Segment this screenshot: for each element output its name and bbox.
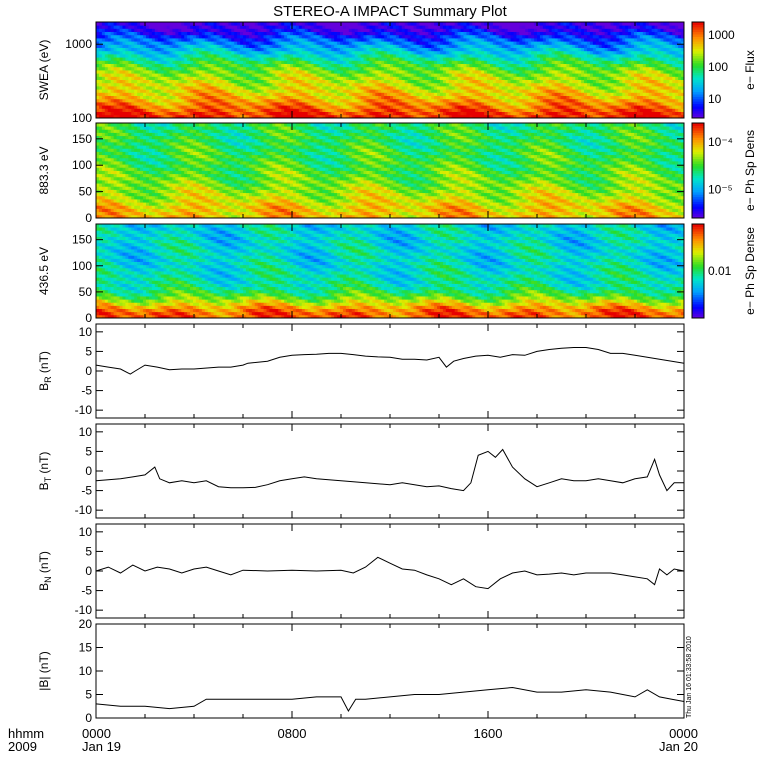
y-tick-label: -5 — [81, 384, 92, 398]
panel-2: 10⁻⁵ 10⁻⁴ e− Ph Sp Dens 0 50 100 150 883.3 eV — [37, 122, 757, 225]
y-tick-label: 5 — [85, 444, 92, 458]
panel-5: -10 -5 0 5 10 BT (nT) — [37, 423, 685, 519]
x-tick-label: 0000 — [669, 726, 698, 741]
panel-7: 0 5 10 15 20 |B| (nT) — [37, 617, 685, 725]
x-tick-label: 0800 — [278, 726, 307, 741]
panel-frame — [95, 523, 685, 619]
y-tick-label: -10 — [75, 503, 93, 517]
x-tick-label: 0000 — [82, 726, 111, 741]
colorbar-tick-label: 10 — [708, 92, 722, 106]
y-tick-label: 0 — [85, 464, 92, 478]
y-tick-label: 20 — [79, 617, 93, 631]
y-tick-label: 100 — [72, 158, 92, 172]
y-tick-label: 10 — [79, 425, 93, 439]
y-tick-label: -10 — [75, 403, 93, 417]
colorbar-tick-label: 0.01 — [708, 264, 732, 278]
series-line — [95, 347, 685, 375]
y-tick-label: 10 — [79, 325, 93, 339]
plot-title: STEREO-A IMPACT Summary Plot — [273, 3, 507, 20]
y-tick-label: -5 — [81, 484, 92, 498]
colorbar-tick-label: 1000 — [708, 28, 735, 42]
y-axis-label: |B| (nT) — [37, 651, 51, 691]
y-tick-label: 10 — [79, 525, 93, 539]
y-tick-label: 0 — [85, 711, 92, 725]
colorbar-label: e− Ph Sp Dens — [743, 130, 757, 211]
panel-1: 10 100 1000 e− Flux 100 1000 SWEA (eV) — [37, 21, 757, 125]
x-tick-date: Jan 20 — [659, 739, 698, 754]
y-tick-label: 1000 — [65, 37, 92, 51]
colorbar: 0.01 e− Ph Sp Dense — [691, 223, 757, 319]
colorbar-label: e− Flux — [743, 50, 757, 90]
panel-6: -10 -5 0 5 10 BN (nT) — [37, 523, 685, 619]
colorbar-tick-label: 100 — [708, 60, 728, 74]
spectrogram-cells — [96, 123, 685, 219]
y-tick-label: 150 — [72, 132, 92, 146]
colorbar: 10 100 1000 e− Flux — [691, 21, 757, 119]
colorbar: 10⁻⁵ 10⁻⁴ e− Ph Sp Dens — [691, 122, 757, 219]
timestamp-stamp: Thu Jan 16 01:33:58 2010 — [686, 636, 693, 718]
colorbar-label: e− Ph Sp Dense — [743, 227, 757, 315]
y-tick-label: 0 — [85, 564, 92, 578]
series-line — [95, 556, 685, 590]
y-tick-label: 10 — [79, 664, 93, 678]
x-tick-date: Jan 19 — [82, 739, 121, 754]
y-axis-label: 436.5 eV — [37, 247, 51, 295]
spectrogram-cells — [96, 22, 685, 119]
y-tick-label: 100 — [72, 259, 92, 273]
y-axis-label: BR (nT) — [37, 351, 53, 391]
panel-4: -10 -5 0 5 10 BR (nT) — [37, 323, 685, 419]
y-axis-label: 883.3 eV — [37, 146, 51, 194]
x-tick-label: 1600 — [474, 726, 503, 741]
colorbar-tick-label: 10⁻⁵ — [708, 183, 733, 197]
y-tick-label: 150 — [72, 233, 92, 247]
y-tick-label: 5 — [85, 544, 92, 558]
y-tick-label: 15 — [79, 641, 93, 655]
y-axis-label: BT (nT) — [37, 452, 53, 491]
panel-frame — [95, 323, 685, 419]
y-axis-label: BN (nT) — [37, 551, 53, 591]
panel-frame — [95, 623, 685, 719]
x-header-hhmm: hhmm — [8, 726, 44, 741]
y-axis-label: SWEA (eV) — [37, 40, 51, 101]
panel-frame — [95, 423, 685, 519]
series-line — [95, 448, 684, 492]
y-tick-label: 50 — [79, 185, 93, 199]
colorbar-tick-label: 10⁻⁴ — [708, 135, 733, 149]
y-tick-label: 100 — [72, 111, 92, 125]
y-tick-label: 0 — [85, 364, 92, 378]
y-tick-label: -5 — [81, 584, 92, 598]
series-line — [95, 686, 685, 713]
y-tick-label: 5 — [85, 344, 92, 358]
y-tick-label: 0 — [85, 211, 92, 225]
y-tick-label: -10 — [75, 603, 93, 617]
y-tick-label: 50 — [79, 285, 93, 299]
x-header-year: 2009 — [8, 739, 37, 754]
y-tick-label: 0 — [85, 311, 92, 325]
panel-3: 0.01 e− Ph Sp Dense 0 50 100 150 436.5 eV — [37, 223, 757, 325]
y-tick-label: 5 — [85, 688, 92, 702]
spectrogram-cells — [96, 224, 685, 319]
